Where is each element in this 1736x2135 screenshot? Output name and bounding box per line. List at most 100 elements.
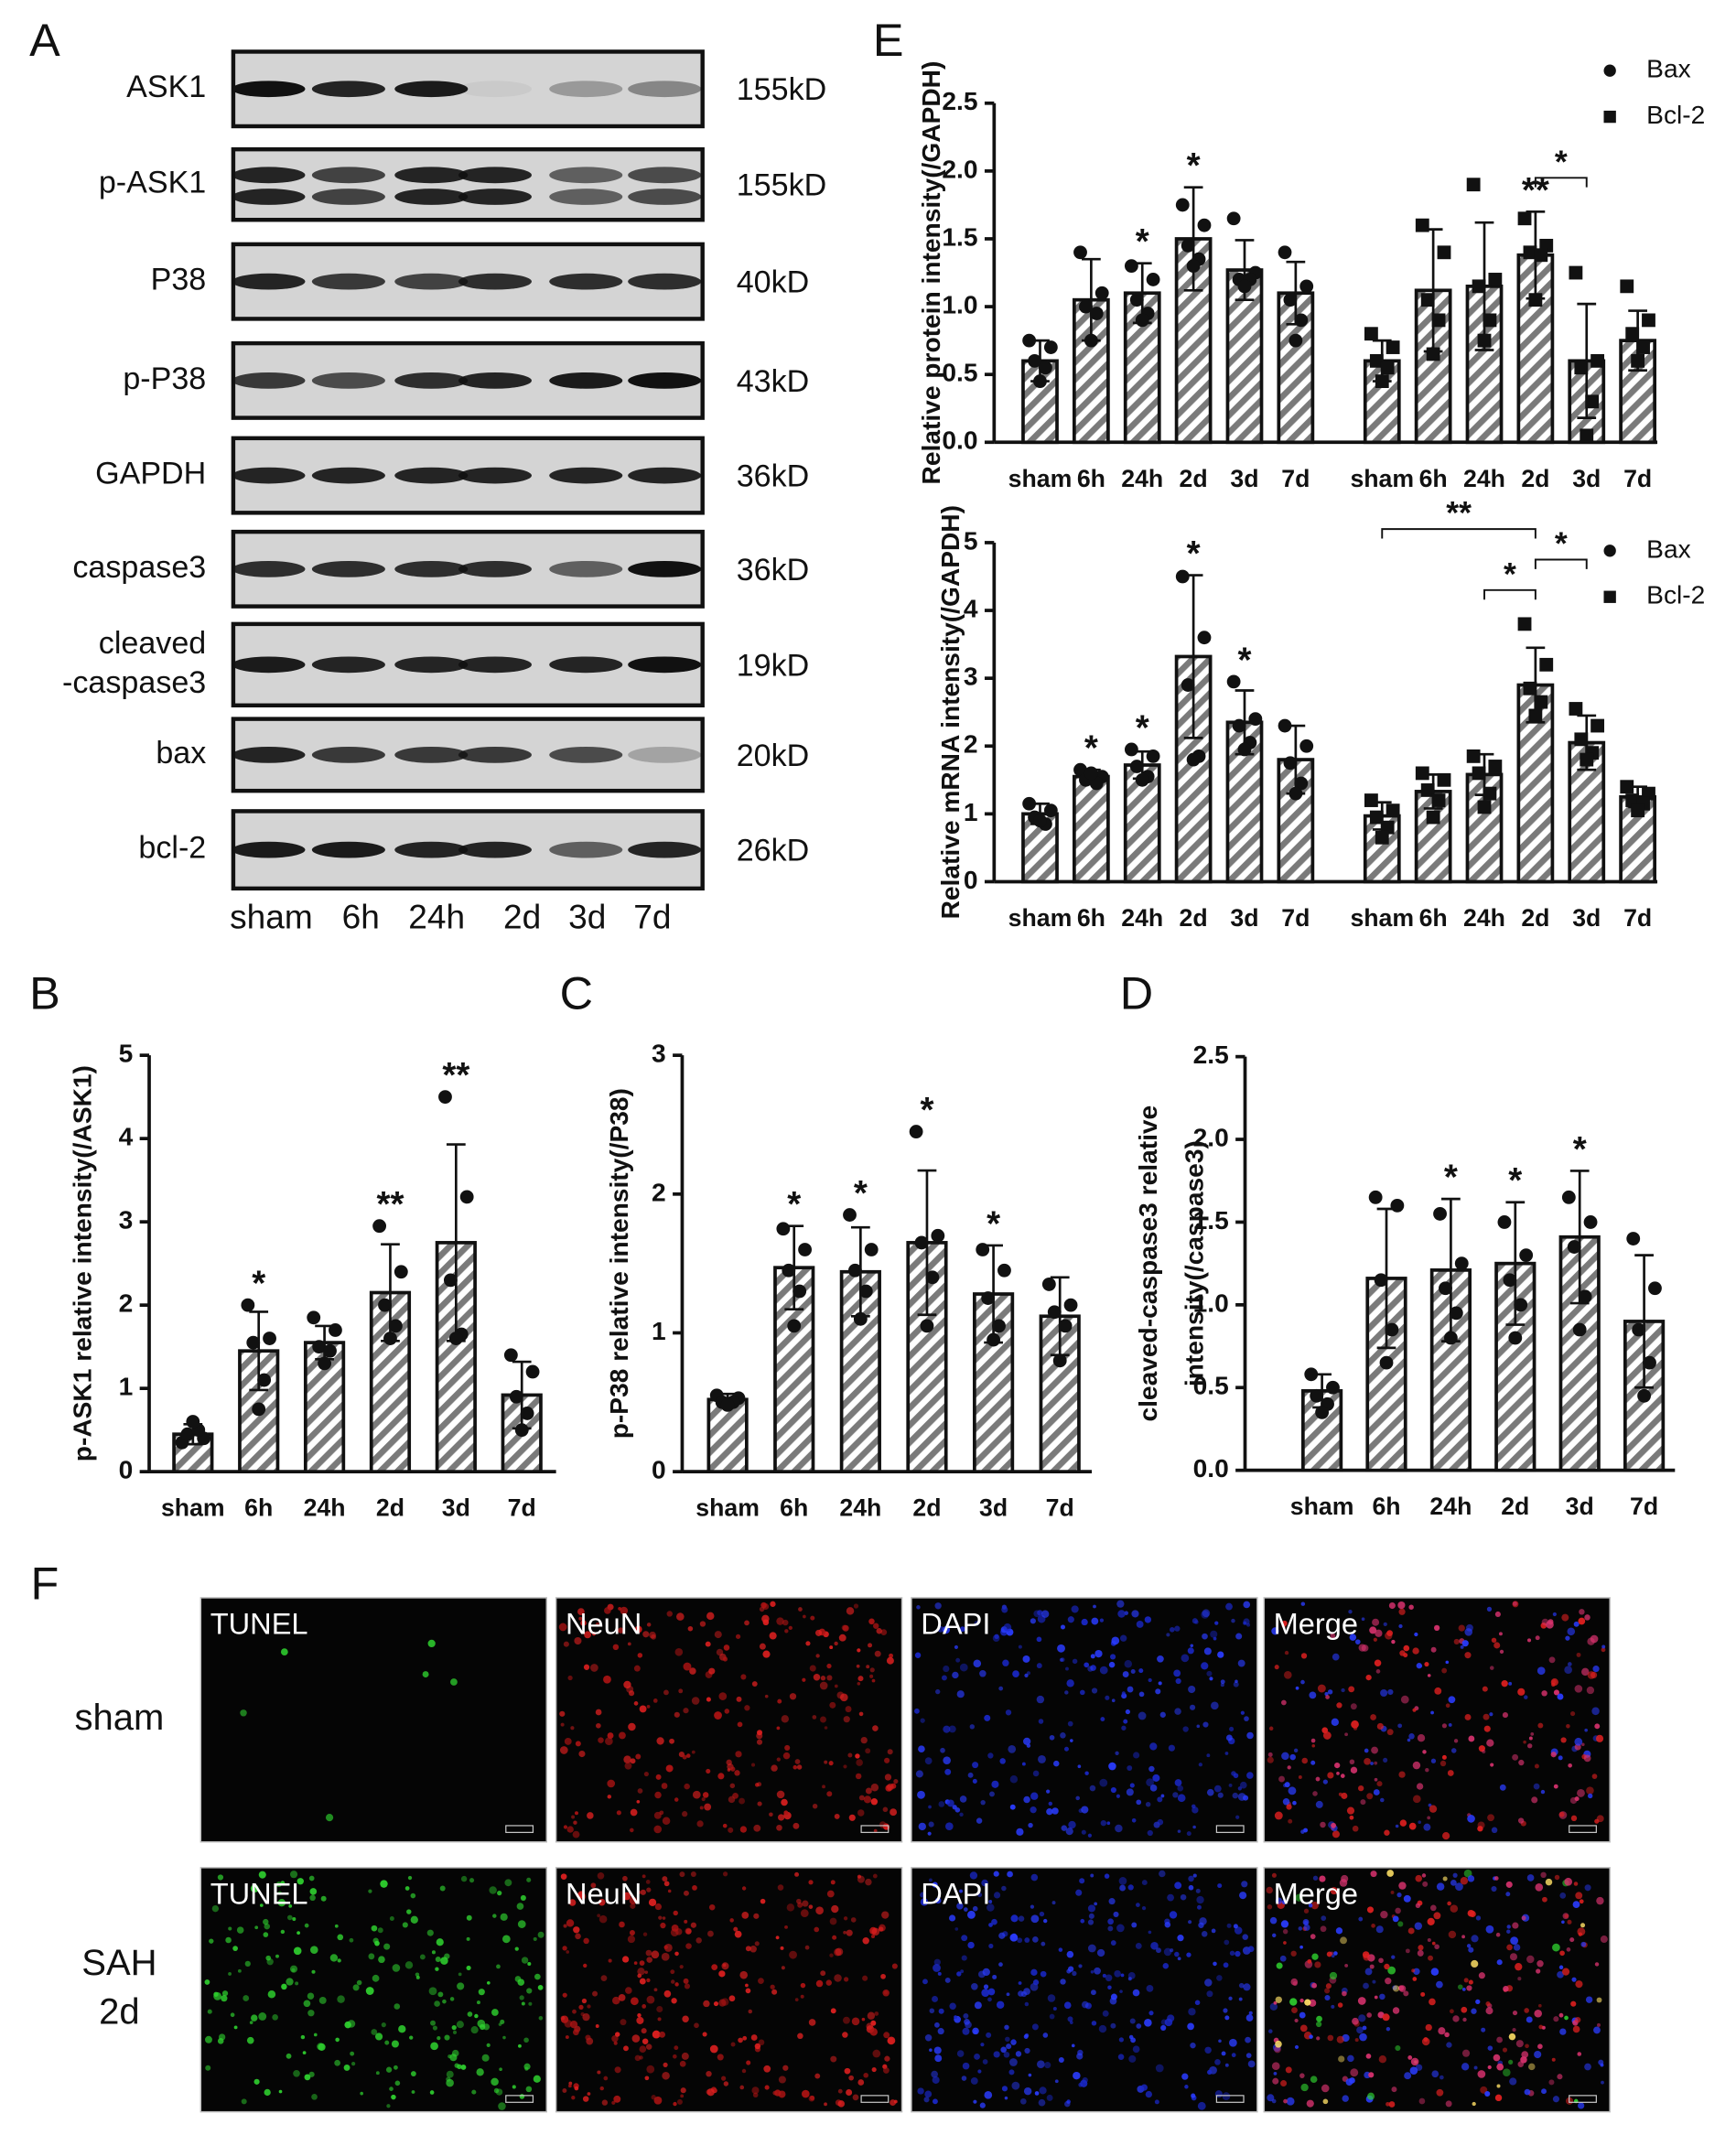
cell-dot [1537, 1722, 1544, 1729]
cell-dot [1566, 1724, 1570, 1729]
cell-dot [1046, 1808, 1053, 1816]
cell-dot [868, 1618, 875, 1625]
cell-dot [760, 1898, 766, 1904]
cell-dot [822, 1785, 825, 1789]
cell-dot [1565, 1635, 1570, 1641]
data-point [1580, 428, 1594, 443]
cell-dot [1452, 1872, 1458, 1878]
cell-dot [796, 1898, 802, 1904]
cell-dot [1601, 2080, 1604, 2085]
cell-dot [748, 2009, 753, 2014]
data-point [1431, 793, 1446, 807]
cell-dot [1547, 1619, 1554, 1625]
data-point [1039, 361, 1052, 375]
blot-band [458, 841, 532, 858]
cell-dot [878, 1926, 884, 1932]
cell-dot [993, 1871, 999, 1877]
cell-dot [963, 2012, 969, 2019]
cell-dot [1177, 1785, 1184, 1792]
cell-dot [1441, 1667, 1448, 1674]
cell-dot [1223, 1962, 1229, 1968]
blot-band [394, 167, 469, 184]
cell-dot [808, 1880, 814, 1885]
cell-dot [1496, 2036, 1503, 2043]
cell-dot [943, 1666, 950, 1673]
cell-dot [1091, 2021, 1097, 2026]
cell-dot [1330, 1951, 1334, 1956]
cell-dot [1512, 1922, 1519, 1929]
cell-dot [1076, 2053, 1084, 2060]
cell-dot [1090, 1969, 1094, 1974]
x-tick-label: 2d [1521, 904, 1549, 932]
blot-band [549, 372, 623, 389]
cell-dot [960, 1969, 965, 1974]
cell-dot [1573, 1882, 1579, 1886]
panel-letter: E [873, 14, 904, 66]
cell-dot [769, 1812, 773, 1817]
cell-dot [1154, 2099, 1159, 2105]
cell-dot [1351, 1720, 1359, 1729]
cell-dot [676, 2098, 683, 2105]
cell-dot [1325, 1695, 1330, 1699]
cell-dot [1493, 2054, 1501, 2062]
cell-dot [815, 1979, 824, 1988]
cell-dot [591, 1632, 597, 1636]
blot-band [549, 189, 623, 205]
cell-dot [1512, 2027, 1516, 2033]
cell-dot [1564, 2015, 1569, 2021]
blot-band [311, 372, 385, 389]
data-point [1580, 752, 1594, 767]
cell-dot [1592, 1666, 1600, 1673]
cell-dot [961, 1935, 968, 1942]
cell-dot [436, 1938, 444, 1946]
cell-dot [729, 1783, 736, 1789]
cell-dot [660, 1922, 666, 1929]
cell-dot [1423, 2036, 1429, 2043]
cell-dot [558, 1623, 567, 1632]
cell-dot [1030, 1873, 1039, 1882]
x-tick-label: 6h [1419, 904, 1448, 932]
data-point [1466, 749, 1481, 763]
cell-dot [624, 1762, 632, 1770]
cell-dot [1030, 1904, 1035, 1909]
cell-dot [1341, 1874, 1349, 1883]
cell-dot [956, 1690, 965, 1698]
x-tick-label: 3d [1572, 465, 1601, 492]
data-point [1186, 259, 1201, 274]
cell-dot [1310, 1760, 1316, 1765]
cell-dot [1001, 2086, 1008, 2092]
protein-label: bcl-2 [138, 831, 206, 866]
cell-dot [1239, 1781, 1247, 1789]
cell-dot [1226, 1923, 1232, 1928]
cell-dot [825, 1979, 832, 1986]
data-point [987, 1332, 1000, 1347]
cell-dot [1366, 2012, 1373, 2018]
cell-dot [751, 2086, 760, 2095]
cell-dot [1586, 1686, 1595, 1695]
cell-dot [611, 2035, 619, 2043]
cell-dot [597, 2070, 601, 2075]
cell-dot [1463, 1978, 1469, 1983]
cell-dot [1494, 1611, 1501, 1618]
cell-dot [703, 2000, 710, 2008]
cell-dot [1216, 1975, 1223, 1981]
cell-dot [988, 1923, 993, 1927]
cell-dot [709, 2044, 718, 2054]
cell-dot [1102, 1973, 1106, 1978]
cell-dot [1494, 2094, 1503, 2102]
cell-dot [1148, 1765, 1155, 1773]
cell-dot [699, 1621, 706, 1627]
cell-dot [572, 1830, 580, 1838]
cell-dot [375, 2071, 380, 2076]
cell-dot [1346, 1806, 1355, 1815]
cell-dot [1115, 1751, 1119, 1755]
x-tick-label: 2d [1521, 465, 1549, 492]
data-point [1637, 1388, 1652, 1403]
cell-dot [770, 1984, 775, 1989]
bar [1072, 774, 1110, 884]
cell-dot [1421, 1873, 1427, 1878]
cell-dot [952, 1805, 957, 1810]
cell-dot [871, 1678, 876, 1683]
cell-dot [1204, 2046, 1212, 2054]
cell-dot [613, 2095, 621, 2103]
